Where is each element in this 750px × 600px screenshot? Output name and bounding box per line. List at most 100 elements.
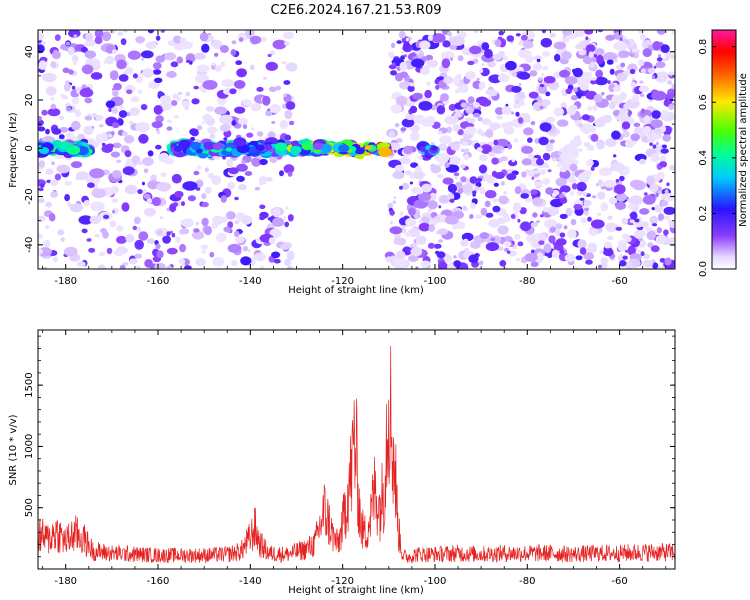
heatmap-cell [236,163,248,172]
heatmap-cell [604,179,616,188]
heatmap-cell [437,261,448,269]
heatmap-cell [94,30,104,38]
heatmap-cell [642,48,652,58]
heatmap-cell [446,138,452,143]
heatmap-cell [632,206,639,212]
heatmap-cell [49,180,58,186]
heatmap-cell [173,115,179,119]
heatmap-cell [652,144,657,149]
y-tick-label: -40 [24,237,35,253]
heatmap-cell [622,255,628,260]
heatmap-cell [530,261,539,268]
heatmap-cell [494,39,502,47]
heatmap-cell [607,215,613,221]
heatmap-cell [523,127,534,136]
x-tick-label: -120 [331,576,354,587]
heatmap-cell [453,112,463,118]
heatmap-cell [156,182,172,192]
heatmap-cell [246,132,254,138]
heatmap-cell [503,241,512,247]
heatmap-cell [47,108,61,117]
heatmap-cell [174,190,184,198]
heatmap-cell [640,108,646,114]
heatmap-cell [150,174,157,182]
heatmap-cell [194,52,206,60]
heatmap-cell [466,106,470,111]
heatmap-cell [179,37,187,42]
heatmap-cell [38,44,45,54]
heatmap-cell [624,69,632,76]
heatmap-cell [455,181,463,188]
heatmap-cell [509,250,517,257]
heatmap-cell [215,232,227,243]
heatmap-cell [550,226,557,233]
heatmap-cell [234,106,246,114]
heatmap-cell [581,114,591,121]
heatmap-cell [639,33,647,41]
heatmap-cell [284,134,292,141]
heatmap-cell [381,142,391,149]
heatmap-cell [615,201,627,210]
snr-series-line [38,345,675,564]
heatmap-cell [105,100,116,109]
heatmap-cell [469,202,476,210]
heatmap-cell [461,141,468,146]
heatmap-cell [611,130,621,140]
heatmap-cell [430,164,442,174]
heatmap-cell [109,70,119,81]
heatmap-cell [212,257,225,267]
colorbar-tick-label: 0.8 [698,39,709,55]
heatmap-cell [229,88,237,95]
heatmap-cell [541,30,546,34]
heatmap-cell [559,166,568,173]
heatmap-cell [596,54,604,65]
heatmap-cell [530,121,536,126]
heatmap-cell [409,131,420,142]
heatmap-cell [633,127,645,134]
heatmap-cell [171,100,178,106]
heatmap-cell [462,205,467,211]
heatmap-cell [560,151,574,161]
heatmap-cell [268,237,276,244]
heatmap-cell [113,83,122,91]
heatmap-cell [39,147,50,155]
heatmap-cell [479,98,492,107]
heatmap-cell [409,181,413,185]
heatmap-cell [420,67,430,75]
heatmap-cell [259,204,266,210]
heatmap-cell [45,86,57,96]
heatmap-cell [642,126,652,135]
heatmap-cell [603,248,614,257]
heatmap-cell [98,124,104,128]
heatmap-cell [469,176,478,184]
heatmap-cell [127,50,141,60]
heatmap-cell [551,249,560,259]
y-tick-label: 1000 [24,434,35,459]
heatmap-cell [244,171,253,176]
heatmap-cell [666,237,675,247]
heatmap-cell [142,157,154,166]
heatmap-cell [387,202,394,209]
heatmap-cell [553,107,565,117]
heatmap-cell [71,97,80,105]
heatmap-cell [642,259,654,268]
heatmap-cell [138,133,149,144]
x-tick-label: -180 [54,576,77,587]
heatmap-cell [671,30,675,36]
heatmap-cell [166,126,173,131]
heatmap-cell [520,221,532,232]
heatmap-cell [170,230,173,234]
heatmap-cell [649,142,653,147]
heatmap-cell [166,231,171,236]
heatmap-cell [134,253,142,259]
heatmap-cell [584,209,589,216]
heatmap-cell [122,262,129,266]
heatmap-cell [132,225,137,231]
heatmap-cell [469,214,474,219]
heatmap-cell [511,85,522,93]
heatmap-cell [121,202,130,212]
heatmap-cell [653,65,657,69]
heatmap-cell [430,145,438,151]
y-tick-label: -20 [24,188,35,204]
heatmap-cell [663,229,669,236]
